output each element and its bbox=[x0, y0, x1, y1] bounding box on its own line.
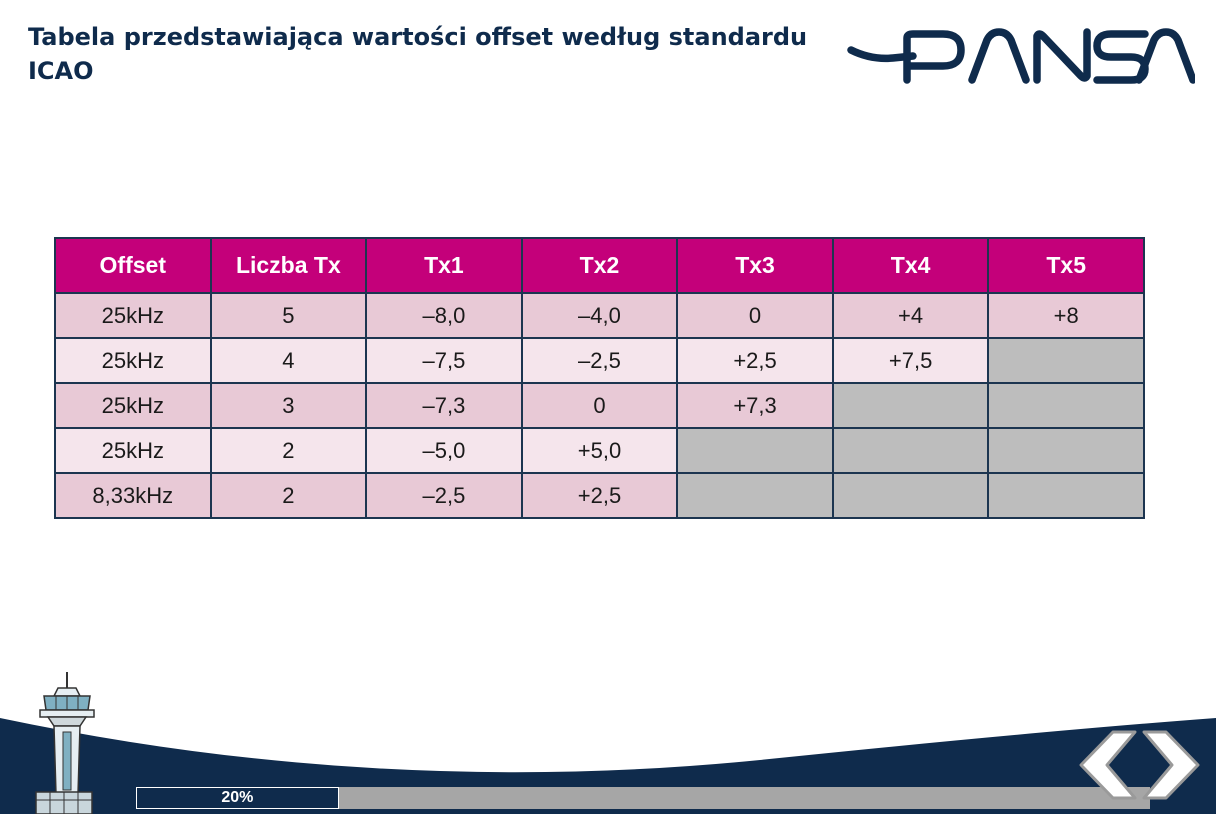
empty-cell bbox=[831, 427, 990, 474]
column-header-tx2: Tx2 bbox=[520, 237, 679, 294]
empty-cell bbox=[987, 382, 1145, 429]
column-header-tx1: Tx1 bbox=[365, 237, 523, 294]
empty-cell bbox=[987, 427, 1145, 474]
column-header-tx5: Tx5 bbox=[987, 237, 1145, 294]
table-cell: 2 bbox=[209, 472, 368, 519]
empty-cell bbox=[987, 472, 1145, 519]
table-cell: +7,5 bbox=[831, 337, 990, 384]
control-tower-icon bbox=[35, 672, 95, 814]
chevron-left-icon bbox=[1079, 730, 1137, 800]
table-cell: –2,5 bbox=[365, 472, 523, 519]
table-cell: –4,0 bbox=[520, 292, 679, 339]
table-row: 8,33kHz 2 –2,5 +2,5 bbox=[54, 472, 1145, 519]
table-cell: 8,33kHz bbox=[54, 472, 212, 519]
table-cell: 2 bbox=[209, 427, 368, 474]
pansa-logo bbox=[847, 28, 1195, 84]
progress-bar: 20% bbox=[136, 787, 1150, 809]
column-header-liczba-tx: Liczba Tx bbox=[209, 237, 368, 294]
column-header-tx4: Tx4 bbox=[831, 237, 990, 294]
empty-cell bbox=[831, 382, 990, 429]
chevron-right-icon bbox=[1142, 730, 1200, 800]
table-cell: –5,0 bbox=[365, 427, 523, 474]
empty-cell bbox=[676, 427, 834, 474]
table-cell: 3 bbox=[209, 382, 368, 429]
table-cell: +8 bbox=[987, 292, 1145, 339]
table-cell: –2,5 bbox=[520, 337, 679, 384]
table-cell: 0 bbox=[520, 382, 679, 429]
table-cell: 4 bbox=[209, 337, 368, 384]
table-cell: 25kHz bbox=[54, 292, 212, 339]
table-cell: +7,3 bbox=[676, 382, 834, 429]
page-title: Tabela przedstawiająca wartości offset w… bbox=[28, 23, 808, 85]
column-header-tx3: Tx3 bbox=[676, 237, 834, 294]
table-cell: 25kHz bbox=[54, 382, 212, 429]
table-cell: –7,3 bbox=[365, 382, 523, 429]
table-row: 25kHz 4 –7,5 –2,5 +2,5 +7,5 bbox=[54, 337, 1145, 384]
offset-table: Offset Liczba Tx Tx1 Tx2 Tx3 Tx4 Tx5 25k… bbox=[54, 237, 1145, 519]
table-cell: +5,0 bbox=[520, 427, 679, 474]
progress-label: 20% bbox=[221, 789, 254, 806]
table-row: 25kHz 5 –8,0 –4,0 0 +4 +8 bbox=[54, 292, 1145, 339]
table-cell: 5 bbox=[209, 292, 368, 339]
table-cell: 25kHz bbox=[54, 337, 212, 384]
table-cell: +4 bbox=[831, 292, 990, 339]
empty-cell bbox=[831, 472, 990, 519]
table-row: 25kHz 3 –7,3 0 +7,3 bbox=[54, 382, 1145, 429]
table-cell: –7,5 bbox=[365, 337, 523, 384]
column-header-offset: Offset bbox=[54, 237, 212, 294]
table-cell: 0 bbox=[676, 292, 834, 339]
table-cell: +2,5 bbox=[520, 472, 679, 519]
table-row: 25kHz 2 –5,0 +5,0 bbox=[54, 427, 1145, 474]
table-header-row: Offset Liczba Tx Tx1 Tx2 Tx3 Tx4 Tx5 bbox=[54, 237, 1145, 294]
table-cell: 25kHz bbox=[54, 427, 212, 474]
empty-cell bbox=[987, 337, 1145, 384]
table-cell: +2,5 bbox=[676, 337, 834, 384]
next-button[interactable] bbox=[1140, 728, 1202, 802]
progress-fill bbox=[136, 787, 339, 809]
previous-button[interactable] bbox=[1077, 728, 1139, 802]
table-cell: –8,0 bbox=[365, 292, 523, 339]
empty-cell bbox=[676, 472, 834, 519]
